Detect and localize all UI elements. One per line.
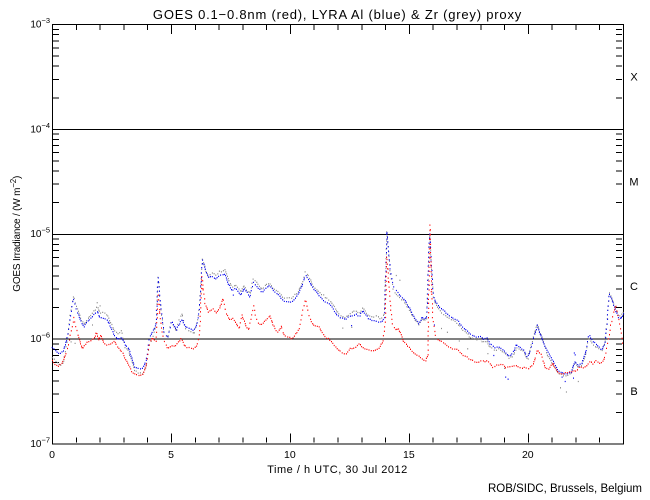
svg-text:20: 20 [522,449,534,461]
svg-text:X: X [630,71,638,83]
svg-text:15: 15 [403,449,415,461]
svg-text:C: C [630,281,638,293]
svg-text:GOES Irradiance / (W m−2): GOES Irradiance / (W m−2) [9,176,23,292]
svg-text:ROB/SIDC, Brussels, Belgium: ROB/SIDC, Brussels, Belgium [488,483,642,495]
svg-text:Time / h UTC, 30 Jul 2012: Time / h UTC, 30 Jul 2012 [267,464,407,476]
svg-text:10: 10 [284,449,296,461]
svg-text:5: 5 [168,449,174,461]
svg-text:GOES 0.1−0.8nm (red), LYRA Al: GOES 0.1−0.8nm (red), LYRA Al (blue) & Z… [153,7,522,22]
svg-text:M: M [629,176,638,188]
svg-text:B: B [630,386,637,398]
svg-text:0: 0 [49,449,55,461]
